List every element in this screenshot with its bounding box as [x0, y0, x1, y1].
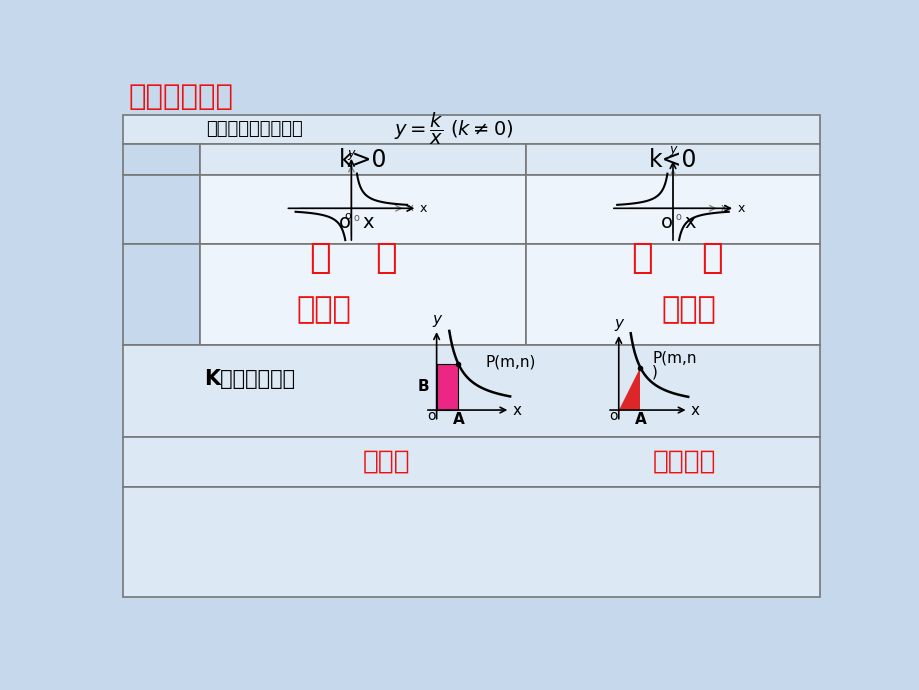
- Text: y: y: [347, 147, 355, 160]
- Text: x: x: [362, 213, 374, 232]
- Text: x: x: [419, 201, 426, 215]
- Text: y: y: [432, 312, 440, 327]
- Text: K的几何意义：: K的几何意义：: [204, 369, 295, 389]
- Text: P(m,n): P(m,n): [485, 355, 535, 370]
- Text: 三、梳理归纳: 三、梳理归纳: [129, 83, 233, 110]
- Text: o: o: [426, 409, 435, 423]
- Text: y: y: [669, 143, 676, 156]
- Bar: [122, 487, 820, 597]
- Text: o: o: [608, 409, 617, 423]
- Bar: [122, 115, 820, 144]
- Bar: [200, 175, 525, 244]
- Bar: [122, 144, 200, 175]
- Bar: [200, 244, 525, 344]
- Text: o: o: [344, 211, 350, 221]
- Bar: [525, 175, 820, 244]
- Text: x: x: [512, 402, 521, 417]
- Bar: [200, 144, 525, 175]
- Bar: [437, 364, 458, 410]
- Text: x: x: [720, 204, 726, 213]
- Text: A: A: [634, 412, 646, 427]
- Text: x: x: [407, 204, 414, 213]
- Text: 反比例函数表达式：: 反比例函数表达式：: [206, 120, 303, 138]
- Text: A: A: [452, 412, 464, 427]
- Text: ): ): [652, 364, 657, 379]
- Polygon shape: [618, 368, 640, 410]
- Text: 中心对称: 中心对称: [652, 448, 716, 475]
- Text: 而减小: 而减小: [297, 295, 351, 324]
- Text: 二: 二: [630, 241, 652, 275]
- Text: o: o: [675, 212, 680, 222]
- Text: k<0: k<0: [648, 148, 697, 172]
- Text: B: B: [417, 380, 428, 395]
- Text: P(m,n: P(m,n: [652, 351, 696, 366]
- Text: 三: 三: [375, 241, 397, 275]
- Text: x: x: [684, 213, 695, 232]
- Text: o: o: [339, 213, 351, 232]
- Text: o: o: [660, 213, 672, 232]
- Text: k>0: k>0: [338, 148, 387, 172]
- Text: x: x: [690, 402, 699, 417]
- Bar: [122, 175, 200, 244]
- Bar: [525, 244, 820, 344]
- Bar: [525, 144, 820, 175]
- Text: 一: 一: [309, 241, 331, 275]
- Bar: [122, 244, 200, 344]
- Text: $y = \dfrac{k}{x}\ (k \neq 0)$: $y = \dfrac{k}{x}\ (k \neq 0)$: [393, 111, 513, 147]
- Text: 四: 四: [700, 241, 721, 275]
- Text: x: x: [736, 201, 743, 215]
- Text: 而增大: 而增大: [661, 295, 715, 324]
- Text: y: y: [614, 316, 622, 331]
- Text: 轴对称: 轴对称: [362, 448, 410, 475]
- Bar: [122, 437, 820, 487]
- Bar: [122, 344, 820, 437]
- Text: o: o: [353, 213, 359, 223]
